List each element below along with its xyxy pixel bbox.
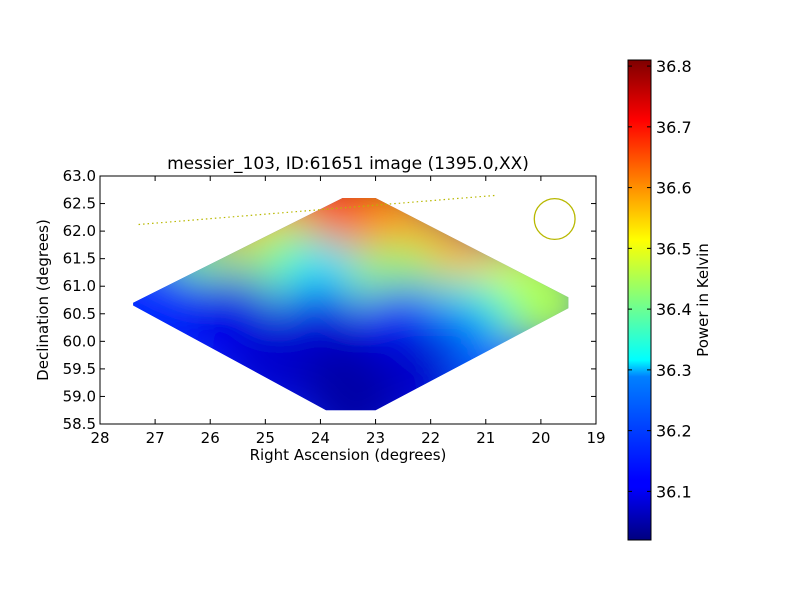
y-tick-label: 61.5	[63, 250, 96, 268]
y-tick-label: 59.5	[63, 360, 96, 378]
x-tick-label: 24	[311, 429, 330, 447]
colorbar-tick-label: 36.7	[656, 118, 692, 137]
colorbar-tick-label: 36.5	[656, 239, 692, 258]
y-tick-label: 60.5	[63, 305, 96, 323]
x-axis-ticks: 28 27 26 25 24 23 22 21 20 19	[90, 176, 606, 447]
y-tick-label: 63.0	[63, 167, 96, 185]
overlay-dotted-line	[138, 194, 497, 226]
colorbar-tick-label: 36.1	[656, 482, 692, 501]
colorbar	[627, 59, 652, 541]
x-tick-label: 25	[256, 429, 275, 447]
colorbar-tick-label: 36.3	[656, 361, 692, 380]
colorbar-tick-label: 36.4	[656, 300, 692, 319]
x-tick-label: 26	[201, 429, 220, 447]
colorbar-tick-label: 36.6	[656, 179, 692, 198]
y-axis-label: Declination (degrees)	[34, 219, 52, 381]
x-tick-label: 20	[531, 429, 550, 447]
colorbar-label: Power in Kelvin	[694, 243, 712, 357]
chart-title: messier_103, ID:61651 image (1395.0,XX)	[167, 154, 529, 174]
y-tick-label: 61.0	[63, 277, 96, 295]
x-tick-label: 28	[90, 429, 109, 447]
x-axis-label: Right Ascension (degrees)	[250, 446, 447, 464]
y-tick-label: 58.5	[63, 415, 96, 433]
y-tick-label: 62.0	[63, 222, 96, 240]
y-tick-label: 59.0	[63, 387, 96, 405]
plot-frame	[99, 175, 597, 425]
x-tick-label: 23	[366, 429, 385, 447]
x-tick-label: 19	[586, 429, 605, 447]
y-axis-ticks: 58.5 59.0 59.5 60.0 60.5 61.0 61.5 62.0 62.5 63.0	[63, 167, 596, 433]
colorbar-ticks: 36.1 36.2 36.3 36.4 36.5 36.6 36.7 36.8	[628, 57, 692, 501]
y-tick-label: 60.0	[63, 332, 96, 350]
x-tick-label: 22	[421, 429, 440, 447]
heatmap	[133, 198, 569, 411]
y-tick-label: 62.5	[63, 195, 96, 213]
beam-circle	[533, 197, 576, 241]
heatmap-cell-22	[307, 358, 400, 411]
heatmap-cell-8	[500, 256, 569, 349]
colorbar-tick-label: 36.8	[656, 57, 692, 76]
x-tick-label: 27	[146, 429, 165, 447]
x-tick-label: 21	[476, 429, 495, 447]
colorbar-tick-label: 36.2	[656, 422, 692, 441]
